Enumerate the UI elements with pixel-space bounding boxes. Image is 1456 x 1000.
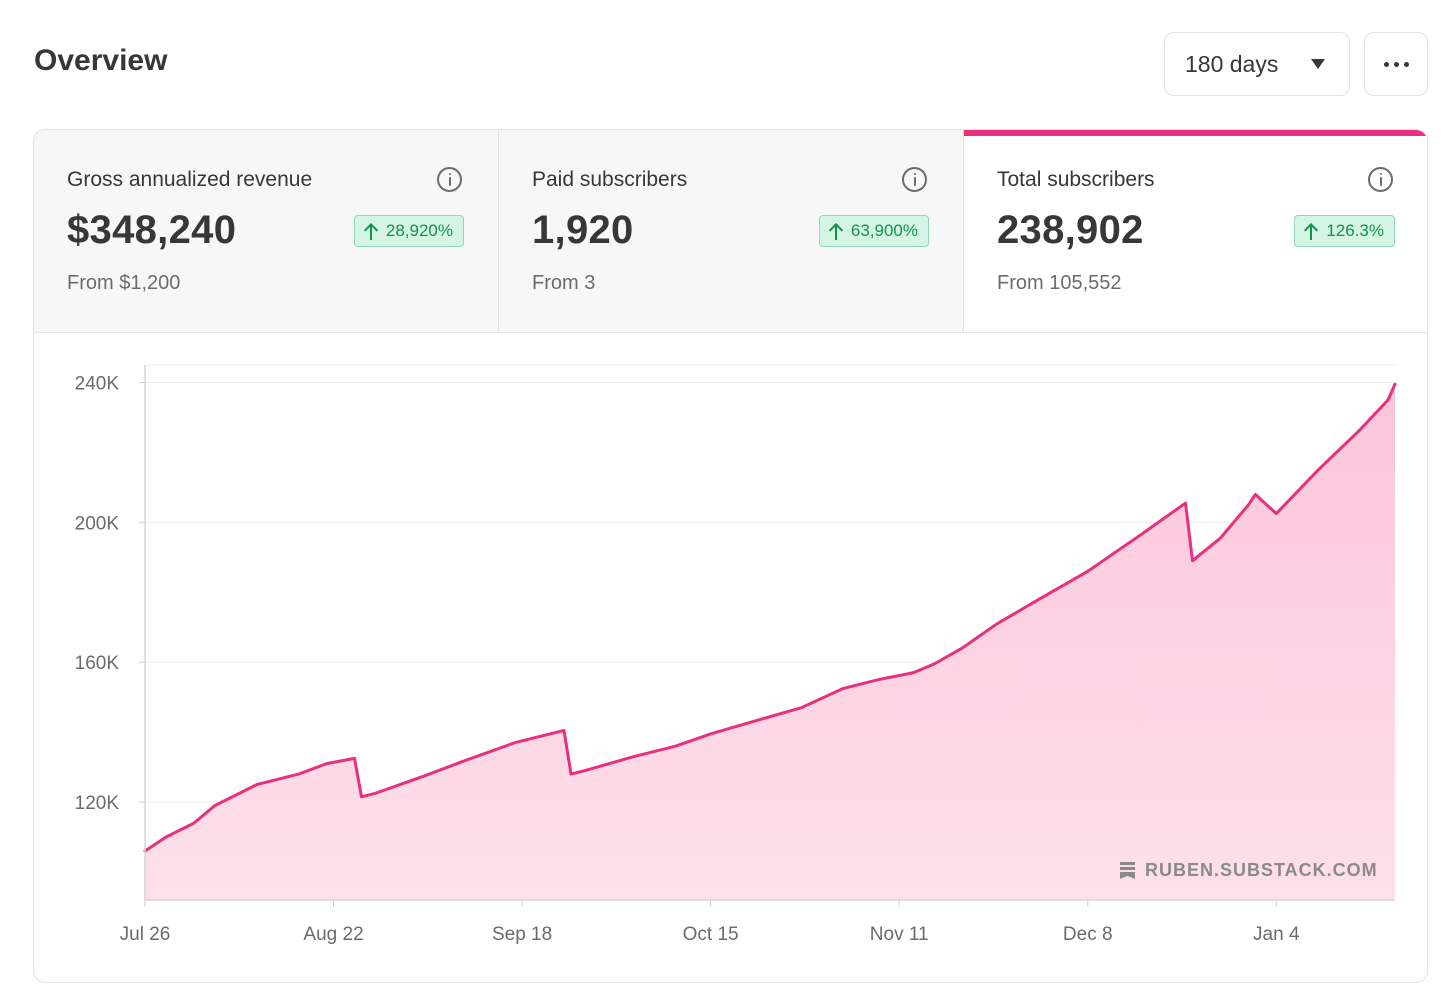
active-tab-indicator: [964, 130, 1427, 136]
arrow-up-icon: [1303, 222, 1319, 240]
change-value: 126.3%: [1326, 221, 1384, 240]
stat-tab-paid-subscribers[interactable]: Paid subscribers 1,920 63,900% From 3: [499, 130, 964, 332]
change-value: 28,920%: [385, 221, 453, 240]
stat-value: 238,902: [997, 208, 1144, 252]
stat-label: Paid subscribers: [532, 168, 688, 191]
stat-value: 1,920: [532, 208, 634, 252]
more-horizontal-icon: [1383, 61, 1389, 67]
date-range-value: 180 days: [1185, 50, 1279, 77]
more-horizontal-icon-dot: [1393, 61, 1399, 67]
change-badge: 126.3%: [1294, 215, 1395, 247]
x-tick-label: Jul 26: [120, 924, 171, 945]
x-tick-label: Aug 22: [303, 924, 363, 945]
more-horizontal-icon-dot: [1403, 61, 1409, 67]
info-icon[interactable]: [437, 167, 462, 192]
chart-svg: 120K 160K 200K 240K Jul 26 Aug 22 Sep 18 Oct 15…: [75, 364, 1397, 945]
change-value: 63,900%: [850, 221, 918, 240]
page-title: Overview: [34, 44, 168, 77]
y-tick-label: 200K: [75, 513, 120, 534]
stats-tabs: Gross annualized revenue $348,240 28,920…: [34, 130, 1427, 333]
subscribers-chart[interactable]: 120K 160K 200K 240K Jul 26 Aug 22 Sep 18 Oct 15…: [34, 333, 1427, 982]
overview-card: Gross annualized revenue $348,240 28,920…: [33, 129, 1428, 983]
arrow-up-icon: [828, 222, 844, 240]
stat-tab-gross-annualized-revenue[interactable]: Gross annualized revenue $348,240 28,920…: [34, 130, 499, 332]
stat-from: From $1,200: [67, 272, 181, 294]
date-range-select[interactable]: 180 days: [1164, 32, 1350, 96]
x-tick-label: Dec 8: [1063, 924, 1113, 945]
change-badge: 28,920%: [353, 215, 464, 247]
x-tick-label: Nov 11: [870, 924, 929, 945]
change-badge: 63,900%: [818, 215, 929, 247]
substack-logo-icon: [1120, 862, 1135, 879]
x-tick-label: Sep 18: [492, 924, 552, 945]
series-line: [143, 382, 1397, 853]
info-icon[interactable]: [902, 167, 927, 192]
watermark: RUBEN.SUBSTACK.COM: [1120, 860, 1378, 881]
more-options-button[interactable]: [1364, 32, 1428, 96]
stat-value: $348,240: [67, 208, 237, 252]
y-tick-label: 160K: [75, 653, 120, 674]
x-tick-label: Oct 15: [683, 924, 739, 945]
arrow-up-icon: [363, 222, 379, 240]
area-fill: [145, 384, 1395, 900]
info-icon[interactable]: [1368, 167, 1393, 192]
caret-down-icon: [1311, 59, 1325, 69]
stat-label: Total subscribers: [997, 168, 1155, 191]
stat-from: From 3: [532, 272, 596, 294]
stat-from: From 105,552: [997, 272, 1122, 294]
y-tick-label: 240K: [75, 373, 120, 394]
stat-tab-total-subscribers[interactable]: Total subscribers 238,902 126.3% From 10…: [964, 130, 1427, 332]
y-tick-label: 120K: [75, 793, 120, 814]
x-tick-label: Jan 4: [1253, 924, 1300, 945]
watermark-text: RUBEN.SUBSTACK.COM: [1145, 860, 1378, 880]
stat-label: Gross annualized revenue: [67, 168, 313, 191]
